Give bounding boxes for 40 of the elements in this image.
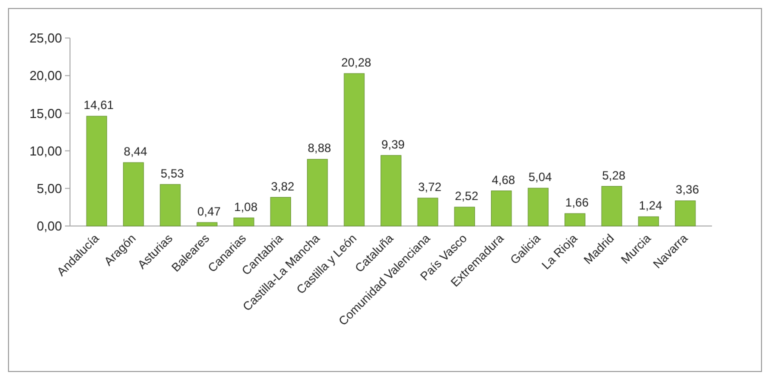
y-tick-label: 25,00 <box>29 30 62 46</box>
data-label: 3,72 <box>418 180 442 194</box>
bar <box>380 155 402 226</box>
bar <box>491 190 512 226</box>
bar <box>86 116 108 226</box>
bar <box>454 206 475 226</box>
data-label: 20,28 <box>341 55 372 70</box>
data-label: 3,82 <box>270 179 295 194</box>
data-label: 8,44 <box>124 144 148 159</box>
data-label: 9,39 <box>381 137 405 152</box>
data-label: 5,28 <box>602 168 626 182</box>
y-tick-label: 20,00 <box>29 68 62 84</box>
bar <box>638 216 659 226</box>
data-label: 1,24 <box>638 198 663 213</box>
bar <box>564 213 586 226</box>
y-tick-label: 5,00 <box>36 180 62 196</box>
data-label: 4,68 <box>492 172 516 187</box>
data-label: 14,61 <box>84 98 114 112</box>
data-label: 5,04 <box>528 170 552 184</box>
bar <box>417 198 438 226</box>
data-label: 8,88 <box>308 141 332 156</box>
bar <box>601 186 622 226</box>
data-label: 2,52 <box>454 189 479 204</box>
bar <box>270 197 291 226</box>
bar <box>528 188 549 226</box>
bar <box>160 184 181 226</box>
y-tick-label: 10,00 <box>29 143 62 158</box>
y-tick-label: 0,00 <box>36 218 62 234</box>
data-label: 0,47 <box>197 204 222 218</box>
data-label: 5,53 <box>160 166 184 180</box>
bar <box>196 222 218 226</box>
y-tick-label: 15,00 <box>29 106 62 121</box>
data-label: 1,08 <box>234 200 258 214</box>
data-label: 3,36 <box>676 182 700 197</box>
bar <box>307 158 328 226</box>
bar <box>674 200 696 226</box>
bar <box>123 162 144 226</box>
data-label: 1,66 <box>565 196 589 210</box>
bar <box>344 73 365 226</box>
bar <box>233 218 254 226</box>
